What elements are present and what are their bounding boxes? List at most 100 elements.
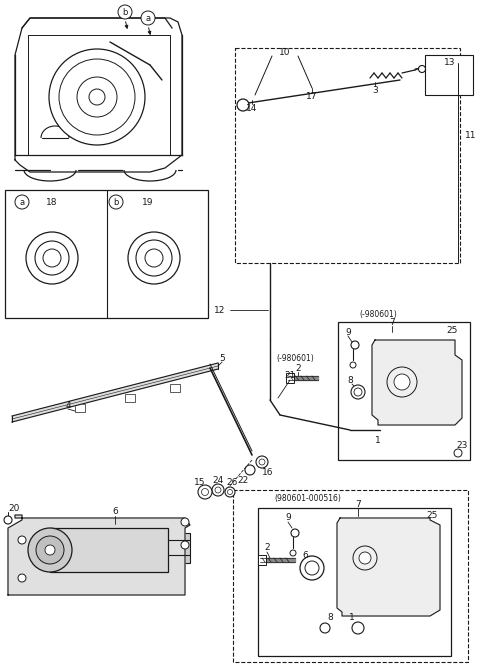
Text: 20: 20 bbox=[8, 504, 20, 512]
Text: 12: 12 bbox=[214, 306, 226, 314]
Text: 11: 11 bbox=[465, 130, 477, 140]
Circle shape bbox=[454, 449, 462, 457]
Bar bbox=[286, 373, 294, 383]
Circle shape bbox=[359, 552, 371, 564]
Circle shape bbox=[320, 623, 330, 633]
Circle shape bbox=[141, 11, 155, 25]
Text: 6: 6 bbox=[112, 508, 118, 516]
Text: 5: 5 bbox=[219, 353, 225, 363]
Circle shape bbox=[300, 556, 324, 580]
Polygon shape bbox=[260, 558, 295, 562]
Text: 7: 7 bbox=[389, 318, 395, 326]
Circle shape bbox=[59, 59, 135, 135]
Text: 4: 4 bbox=[65, 401, 71, 409]
Text: 1: 1 bbox=[375, 436, 381, 444]
Circle shape bbox=[77, 77, 117, 117]
Circle shape bbox=[49, 49, 145, 145]
Bar bbox=[5, 190, 208, 318]
Text: 22: 22 bbox=[238, 476, 249, 484]
Circle shape bbox=[43, 249, 61, 267]
Text: 23: 23 bbox=[456, 440, 468, 450]
Text: 2: 2 bbox=[264, 543, 270, 553]
Circle shape bbox=[181, 518, 189, 526]
Circle shape bbox=[419, 66, 425, 72]
Bar bbox=[50, 528, 168, 572]
Text: 18: 18 bbox=[46, 197, 58, 207]
Circle shape bbox=[26, 232, 78, 284]
Circle shape bbox=[291, 529, 299, 537]
Circle shape bbox=[259, 459, 265, 465]
Circle shape bbox=[225, 487, 235, 497]
Text: (-980601): (-980601) bbox=[359, 310, 397, 318]
Circle shape bbox=[198, 485, 212, 499]
Text: b: b bbox=[122, 7, 128, 17]
Circle shape bbox=[305, 561, 319, 575]
Circle shape bbox=[256, 456, 268, 468]
Circle shape bbox=[136, 240, 172, 276]
Text: 3: 3 bbox=[372, 86, 378, 94]
Text: (-980601): (-980601) bbox=[276, 353, 314, 363]
Circle shape bbox=[215, 487, 221, 493]
Text: 17: 17 bbox=[306, 92, 318, 100]
Circle shape bbox=[89, 89, 105, 105]
Bar bbox=[170, 384, 180, 392]
Text: 7: 7 bbox=[355, 500, 361, 508]
Bar bbox=[258, 508, 451, 656]
Circle shape bbox=[15, 195, 29, 209]
Bar bbox=[380, 355, 420, 410]
Circle shape bbox=[351, 385, 365, 399]
Circle shape bbox=[128, 232, 180, 284]
Text: 8: 8 bbox=[327, 613, 333, 622]
Text: 14: 14 bbox=[246, 104, 258, 112]
Polygon shape bbox=[288, 376, 318, 380]
Text: a: a bbox=[145, 13, 151, 23]
Circle shape bbox=[354, 388, 362, 396]
Text: 16: 16 bbox=[262, 468, 274, 476]
Circle shape bbox=[387, 367, 417, 397]
Circle shape bbox=[36, 536, 64, 564]
Bar bbox=[233, 490, 468, 662]
Bar bbox=[345, 530, 385, 585]
Text: 8: 8 bbox=[347, 375, 353, 385]
Text: 6: 6 bbox=[302, 551, 308, 559]
Circle shape bbox=[228, 490, 232, 494]
Text: 24: 24 bbox=[212, 476, 224, 484]
Circle shape bbox=[45, 545, 55, 555]
Circle shape bbox=[290, 550, 296, 556]
Circle shape bbox=[352, 622, 364, 634]
Circle shape bbox=[202, 488, 208, 496]
Bar bbox=[425, 55, 473, 95]
Circle shape bbox=[18, 536, 26, 544]
Text: b: b bbox=[113, 197, 119, 207]
Text: 9: 9 bbox=[285, 514, 291, 522]
Text: 13: 13 bbox=[444, 58, 456, 66]
Circle shape bbox=[118, 5, 132, 19]
Text: 2: 2 bbox=[295, 363, 301, 373]
Text: 9: 9 bbox=[345, 328, 351, 337]
Text: 21: 21 bbox=[284, 371, 296, 379]
Bar bbox=[168, 533, 190, 563]
Text: 19: 19 bbox=[142, 197, 154, 207]
Circle shape bbox=[181, 541, 189, 549]
Bar bbox=[235, 48, 460, 263]
Circle shape bbox=[212, 484, 224, 496]
Circle shape bbox=[145, 249, 163, 267]
Polygon shape bbox=[372, 340, 462, 425]
Circle shape bbox=[350, 362, 356, 368]
Bar bbox=[258, 555, 266, 565]
Circle shape bbox=[35, 241, 69, 275]
Text: 25: 25 bbox=[446, 326, 458, 334]
Circle shape bbox=[4, 516, 12, 524]
Bar bbox=[338, 322, 470, 460]
Text: a: a bbox=[19, 197, 24, 207]
Circle shape bbox=[109, 195, 123, 209]
Circle shape bbox=[351, 341, 359, 349]
Circle shape bbox=[353, 546, 377, 570]
Circle shape bbox=[237, 99, 249, 111]
Text: 26: 26 bbox=[226, 478, 238, 486]
Text: 1: 1 bbox=[349, 613, 355, 622]
Polygon shape bbox=[8, 515, 190, 595]
Circle shape bbox=[394, 374, 410, 390]
Polygon shape bbox=[337, 518, 440, 616]
Text: 10: 10 bbox=[279, 47, 291, 56]
